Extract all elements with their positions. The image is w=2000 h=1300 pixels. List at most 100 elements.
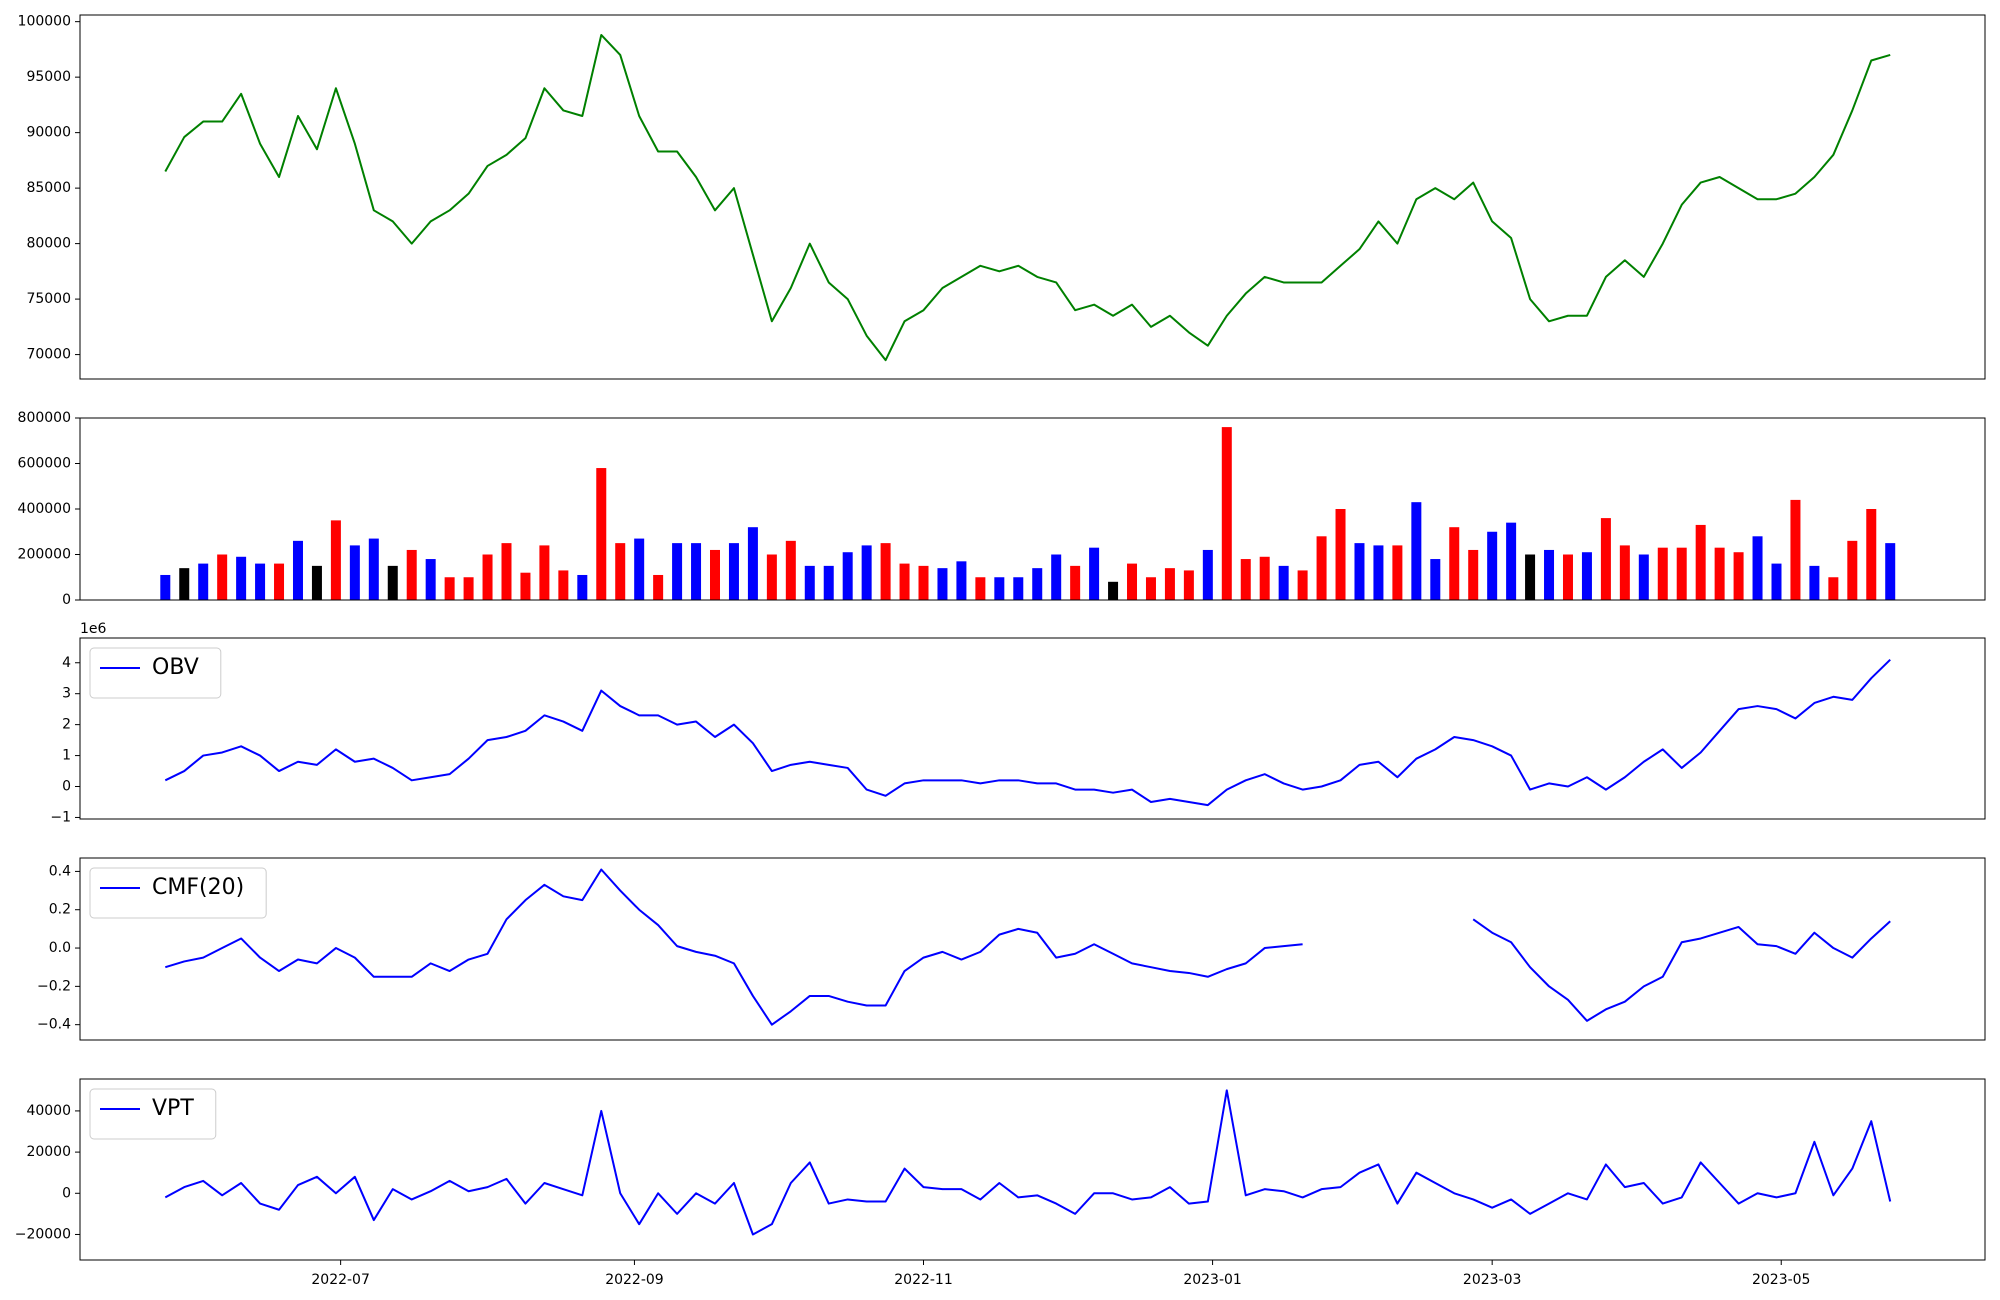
volume-bar [255,563,266,600]
volume-bar [1032,568,1043,600]
volume-bar [1600,518,1611,600]
axes-frame [79,1078,1986,1261]
volume-bar [349,545,360,600]
volume-bar [1070,565,1081,600]
y-tick-label: 70000 [26,347,71,363]
volume-bar [1108,581,1119,600]
y-tick-label: 0.0 [49,940,71,956]
volume-bar [956,561,967,600]
volume-bar [899,563,910,600]
volume-bar [1619,545,1630,600]
legend-box [89,1088,217,1140]
volume-bar [842,552,853,600]
volume-bar [785,540,796,600]
y-tick-label: 0 [62,779,71,795]
volume-bar [1657,547,1668,600]
volume-bar [1240,559,1251,600]
volume-bar [615,543,626,600]
y-tick-label: 2 [62,717,71,733]
volume-bar [823,565,834,600]
series-line [164,33,1891,362]
y-tick-label: 80000 [26,236,71,252]
volume-bar [1544,549,1555,600]
volume-bar [1562,554,1573,600]
y-tick-label: 90000 [26,125,71,141]
volume-bar [1695,524,1706,600]
y-tick-label: −20000 [15,1226,71,1242]
volume-bar [368,538,379,600]
volume-bar [1733,552,1744,600]
y-tick-label: 4 [62,655,71,671]
volume-bar [387,565,398,600]
volume-bar [1487,531,1498,600]
volume-bar [1202,549,1213,600]
volume-bar [1089,547,1100,600]
volume-bar [236,556,247,600]
y-tick-label: 600000 [18,456,71,472]
volume-bar [1752,536,1763,600]
volume-bar [1581,552,1592,600]
volume-bar [520,572,531,600]
y-tick-label: 800000 [18,410,71,426]
y-tick-label: 100000 [18,14,71,30]
volume-bar [1316,536,1327,600]
volume-bar [1790,499,1801,600]
x-tick-label: 2022-09 [605,1272,664,1288]
volume-bar [1847,540,1858,600]
x-tick-label: 2023-01 [1183,1272,1242,1288]
volume-bar [1809,565,1820,600]
axes-frame [79,637,1986,820]
x-tick-label: 2023-03 [1463,1272,1522,1288]
volume-bar [937,568,948,600]
volume-bar [1373,545,1384,600]
axes-frame [79,14,1986,380]
volume-bar [179,568,190,600]
volume-bar [672,543,683,600]
volume-bar [653,574,664,600]
y-tick-label: 0.4 [49,863,71,879]
x-tick-label: 2023-05 [1752,1272,1811,1288]
volume-bar [198,563,209,600]
volume-bar [918,565,929,600]
y-tick-label: 20000 [26,1144,71,1160]
volume-bar [747,527,758,600]
volume-bar [975,577,986,600]
volume-bar [1430,559,1441,600]
volume-bar [425,559,436,600]
volume-bar [311,565,322,600]
volume-bar [596,468,607,600]
volume-bar [463,577,474,600]
series-line [164,658,1891,807]
legend-label: CMF(20) [152,875,244,900]
offset-label: 1e6 [80,621,107,637]
volume-bar [292,540,303,600]
volume-bar [1714,547,1725,600]
volume-bar [1866,509,1877,600]
volume-bar [1468,549,1479,600]
volume-bar [1392,545,1403,600]
y-tick-label: −0.2 [37,978,71,994]
y-tick-label: −1 [50,809,71,825]
volume-bar [1183,570,1194,600]
volume-bar [1771,563,1782,600]
y-tick-label: 75000 [26,291,71,307]
volume-bar [482,554,493,600]
volume-bar [1335,509,1346,600]
axes-frame [79,417,1986,601]
volume-bar [1278,565,1289,600]
y-tick-label: 95000 [26,69,71,85]
volume-bar [1449,527,1460,600]
y-tick-label: 0 [62,1185,71,1201]
volume-bar [539,545,550,600]
series-line [164,1089,1892,1236]
y-tick-label: 3 [62,686,71,702]
volume-bar [1259,556,1270,600]
volume-bar [880,543,891,600]
y-tick-label: 40000 [26,1103,71,1119]
legend-box [89,647,222,699]
volume-bar [274,563,285,600]
volume-bar [1127,563,1138,600]
x-tick-label: 2022-11 [894,1272,953,1288]
volume-bar [1506,522,1517,600]
